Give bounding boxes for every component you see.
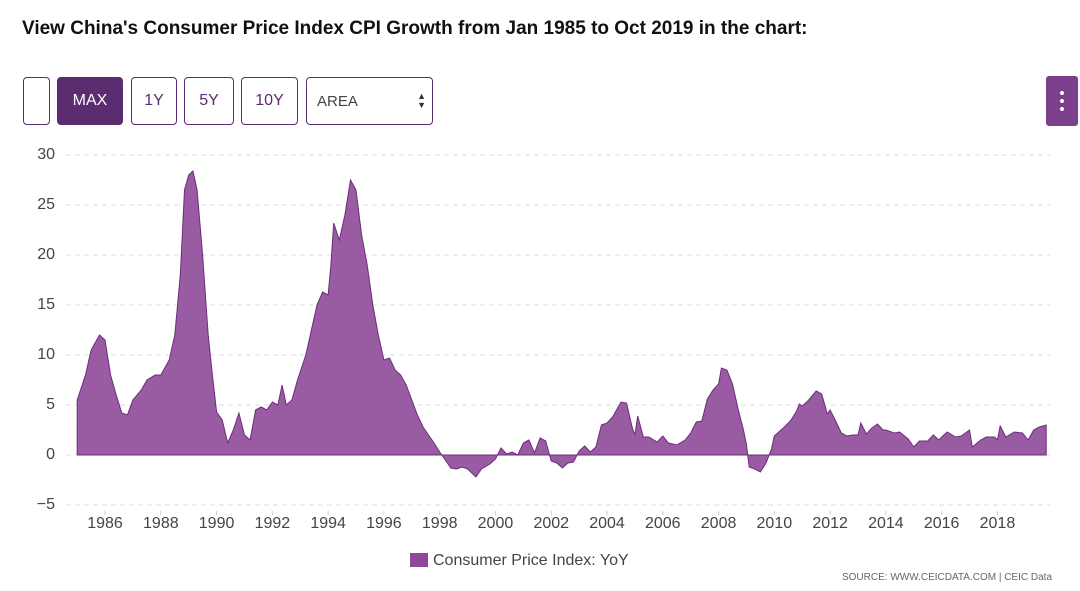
x-tick-label: 1994 [310, 515, 346, 532]
y-tick-label: 20 [37, 246, 55, 263]
y-tick-label: 30 [37, 146, 55, 163]
range-button[interactable]: 5Y [184, 77, 234, 125]
x-tick-label: 2000 [478, 515, 514, 532]
x-tick-label: 2018 [980, 515, 1016, 532]
x-tick-label: 2010 [757, 515, 793, 532]
x-tick-label: 2002 [533, 515, 569, 532]
area [76, 170, 1047, 478]
x-tick-label: 2012 [812, 515, 848, 532]
x-tick-label: 1992 [255, 515, 291, 532]
select-text: AREA [317, 92, 358, 110]
page-title: View China's Consumer Price Index CPI Gr… [22, 18, 808, 39]
y-tick-label: −5 [37, 496, 55, 513]
x-tick-label: 2016 [924, 515, 960, 532]
range-button[interactable]: 10Y [241, 77, 298, 125]
legend-label: Consumer Price Index: YoY [433, 552, 629, 569]
range-button[interactable]: 1Y [131, 77, 177, 125]
x-tick-label: 2014 [868, 515, 904, 532]
x-tick-label: 1990 [199, 515, 235, 532]
source-note: SOURCE: WWW.CEICDATA.COM | CEIC Data [841, 572, 1052, 583]
y-tick-label: 15 [37, 296, 55, 313]
x-tick-label: 1996 [366, 515, 402, 532]
select-arrows: ▲ ▼ [417, 91, 426, 110]
y-tick-label: 10 [37, 346, 55, 363]
range-button[interactable]: MAX [57, 77, 123, 125]
legend-swatch [410, 553, 428, 567]
y-tick-label: 5 [46, 396, 55, 413]
y-tick-label: 0 [46, 446, 55, 463]
y-tick-label: 25 [37, 196, 55, 213]
x-tick-label: 1998 [422, 515, 458, 532]
x-tick-label: 1988 [143, 515, 179, 532]
blank-button[interactable] [23, 77, 50, 125]
x-tick-label: 2004 [589, 515, 625, 532]
menu-button[interactable] [1046, 76, 1078, 126]
chart-type-select[interactable]: AREA ▲ ▼ [306, 77, 433, 125]
x-tick-label: 1986 [87, 515, 123, 532]
x-tick-label: 2008 [701, 515, 737, 532]
x-tick-label: 2006 [645, 515, 681, 532]
